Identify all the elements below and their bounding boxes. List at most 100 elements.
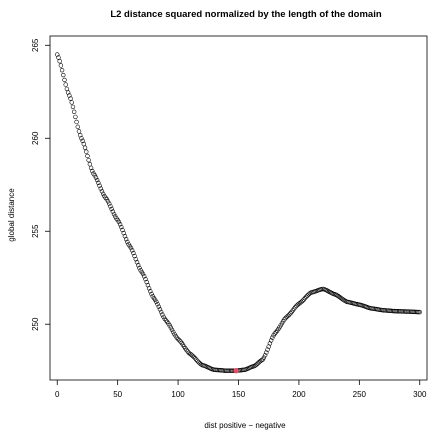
- data-point: [300, 298, 305, 303]
- data-point: [158, 309, 164, 315]
- data-point: [175, 336, 181, 342]
- data-point: [73, 114, 78, 120]
- data-points: [55, 52, 422, 374]
- data-point: [70, 104, 76, 110]
- data-point: [87, 161, 93, 167]
- y-axis-label: global distance: [7, 188, 16, 242]
- data-point: [267, 341, 273, 346]
- data-point: [254, 362, 259, 367]
- x-tick-label: 250: [353, 390, 367, 399]
- data-point: [291, 306, 297, 311]
- data-point: [163, 318, 169, 323]
- data-point: [255, 361, 261, 366]
- y-tick-label: 255: [31, 224, 40, 238]
- data-point: [100, 191, 106, 197]
- data-point: [68, 96, 73, 101]
- data-point: [75, 124, 80, 130]
- data-point: [293, 305, 298, 310]
- chart-title: L2 distance squared normalized by the le…: [110, 9, 382, 20]
- data-point: [142, 274, 147, 279]
- data-point: [59, 67, 65, 73]
- data-point: [71, 109, 77, 114]
- x-tick-label: 0: [55, 390, 60, 399]
- data-point: [174, 335, 180, 340]
- data-point: [154, 299, 159, 304]
- data-point: [105, 199, 111, 204]
- data-point: [86, 157, 91, 163]
- data-point: [194, 357, 199, 362]
- data-point: [264, 350, 269, 355]
- data-point: [76, 129, 82, 134]
- data-point: [302, 295, 308, 301]
- data-point: [192, 356, 198, 361]
- data-point: [123, 236, 129, 242]
- data-point: [169, 327, 175, 332]
- data-point: [148, 289, 153, 294]
- data-point: [63, 82, 68, 87]
- data-point: [253, 363, 258, 368]
- y-axis: 250 255 260 265: [31, 38, 50, 331]
- data-point: [198, 362, 204, 367]
- data-point: [81, 141, 87, 147]
- x-axis-label: dist positive − negative: [204, 421, 286, 430]
- data-point: [288, 311, 293, 316]
- data-point: [122, 234, 128, 239]
- data-point: [136, 263, 141, 268]
- data-point: [131, 250, 136, 256]
- data-point: [92, 173, 97, 178]
- data-point: [167, 323, 172, 328]
- data-point: [67, 93, 72, 98]
- data-point: [129, 248, 135, 253]
- data-point: [97, 183, 102, 188]
- data-point: [116, 219, 122, 225]
- highlight-point: [233, 368, 239, 374]
- data-point: [61, 72, 66, 78]
- data-point: [196, 359, 201, 365]
- data-point: [195, 358, 200, 364]
- data-point: [307, 291, 312, 296]
- data-point: [285, 313, 291, 319]
- data-point: [189, 352, 194, 357]
- data-point: [299, 299, 304, 305]
- data-point: [171, 329, 176, 335]
- data-point: [143, 276, 148, 282]
- data-point: [157, 307, 163, 312]
- data-point: [149, 291, 154, 297]
- data-point: [287, 312, 292, 317]
- data-point: [117, 222, 123, 227]
- data-point: [134, 260, 140, 265]
- data-point: [190, 353, 195, 358]
- data-point: [119, 224, 124, 230]
- data-point: [137, 265, 142, 271]
- data-point: [110, 209, 116, 214]
- data-point: [69, 100, 74, 105]
- x-tick-label: 300: [413, 390, 427, 399]
- data-point: [96, 180, 101, 186]
- data-point: [57, 59, 62, 64]
- x-axis: 0 50 100 150 200 250 300: [55, 380, 427, 399]
- data-point: [65, 90, 71, 95]
- x-tick-label: 100: [171, 390, 185, 399]
- plot-box: [49, 35, 428, 381]
- data-point: [305, 293, 310, 298]
- data-point: [85, 153, 90, 159]
- data-point: [417, 309, 422, 315]
- data-point: [99, 189, 105, 194]
- data-point: [191, 354, 196, 360]
- data-point: [107, 201, 112, 206]
- data-point: [262, 353, 268, 358]
- data-point: [146, 286, 152, 291]
- data-point: [140, 271, 146, 277]
- data-point: [98, 186, 103, 191]
- data-point: [84, 149, 89, 154]
- data-point: [155, 301, 160, 307]
- data-point: [62, 77, 67, 83]
- data-point: [125, 239, 130, 245]
- y-tick-label: 250: [31, 317, 40, 331]
- data-point: [55, 52, 60, 57]
- data-point: [58, 63, 64, 68]
- data-point: [261, 355, 267, 360]
- y-tick-label: 265: [31, 38, 40, 52]
- data-point: [268, 338, 274, 343]
